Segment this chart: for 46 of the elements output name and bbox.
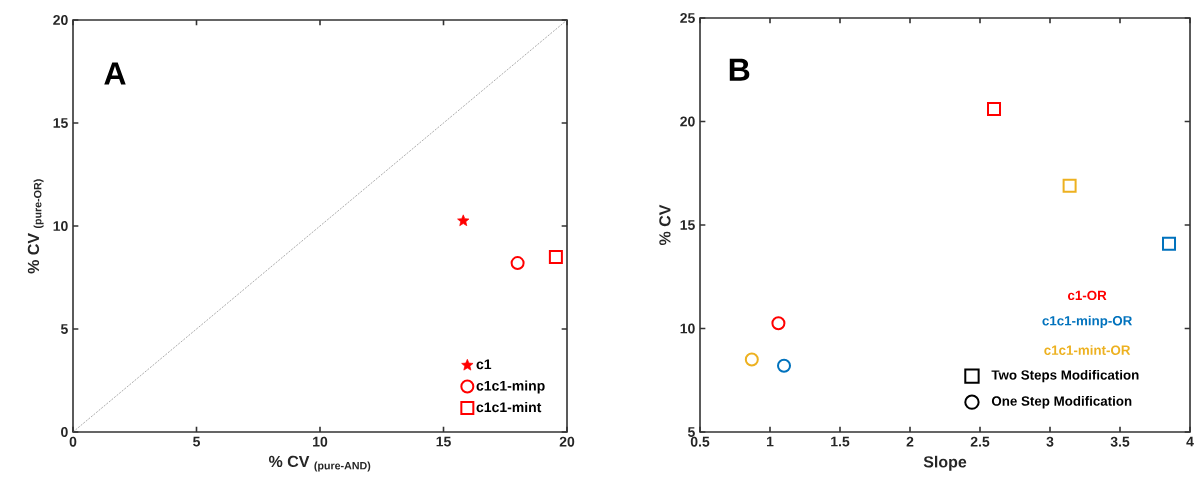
x-tick-label: 2 [906,436,914,447]
legend-label: c1 [476,359,492,370]
point [457,214,470,227]
x-tick-label: 20 [559,436,575,447]
annotation: Two Steps Modification [991,369,1139,383]
y-tick-label: 15 [680,220,695,230]
y-tick-label: 10 [680,323,695,334]
annotation: One Step Modification [991,395,1132,409]
point [1162,236,1177,251]
y-axis-title: % CV $_{(pure-OR)}$ [27,179,44,274]
x-tick-label: 1 [766,436,774,447]
point [987,102,1002,117]
x-tick-label: 2.5 [970,436,990,447]
x-axis-title: Slope [923,455,967,471]
point [777,358,792,373]
point [548,249,563,264]
y-tick-label: 15 [53,118,68,128]
x-tick-label: 10 [313,436,328,447]
annotation: A [104,62,126,85]
legend-label: c1c1-mint [476,401,542,413]
x-tick-label: 4 [1186,436,1194,447]
point [744,352,759,367]
x-tick-label: 3.5 [1110,436,1130,447]
text: c1-OR [1067,290,1107,301]
point [510,256,525,271]
y-tick-label: 25 [680,13,695,23]
y-tick-label: 20 [53,15,68,25]
x-axis-title: % CV $_{(pure-AND)}$ [268,455,371,472]
annotation: B [729,58,750,81]
x-tick-label: 15 [436,436,451,447]
x-tick-label: 3 [1046,436,1054,447]
text: c1c1-minp-OR [1042,315,1133,329]
x-tick-label: 5 [193,436,200,447]
legend-label: c1c1-minp [476,380,545,394]
y-tick-label: 0 [61,427,68,437]
x-tick-label: 1.5 [831,436,850,447]
y-axis-title: % CV [659,204,671,246]
x-tick-label: 0 [69,436,77,447]
text: c1c1-mint-OR [1044,345,1131,355]
y-tick-label: 5 [687,427,695,437]
y-tick-label: 20 [680,116,695,127]
y-tick-label: 10 [53,221,68,231]
point [1062,178,1077,193]
x-tick-label: 0.5 [690,436,710,447]
point [771,316,786,331]
y-tick-label: 5 [60,324,68,334]
